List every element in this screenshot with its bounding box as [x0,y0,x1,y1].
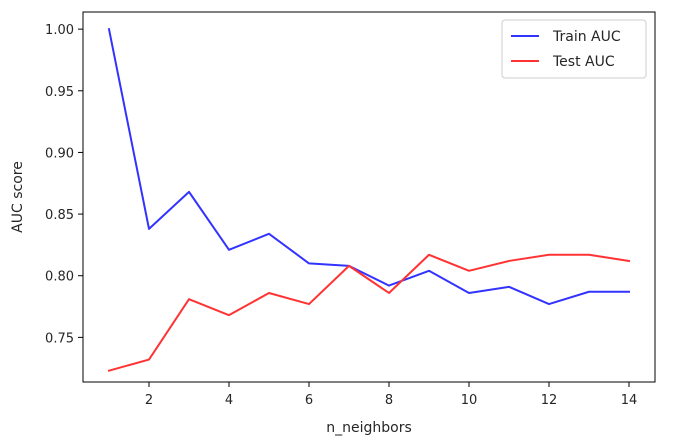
series-layer [107,27,631,372]
x-tick-label-4: 4 [225,393,233,408]
legend-box [501,19,647,79]
y-tick-label-0.90: 0.90 [45,146,74,161]
y-tick-label-1.00: 1.00 [45,23,74,38]
y-axis-ticks: 0.75 0.80 0.85 0.90 0.95 1.00 [45,23,83,346]
x-tick-label-12: 12 [541,393,558,408]
y-tick-label-0.75: 0.75 [45,331,74,346]
series-line-test-auc [107,253,631,372]
x-tick-label-10: 10 [461,393,478,408]
x-tick-label-14: 14 [621,393,638,408]
x-tick-label-6: 6 [305,393,313,408]
x-axis-label: n_neighbors [326,420,412,436]
y-tick-label-0.80: 0.80 [45,270,74,285]
legend-label-test: Test AUC [552,54,615,70]
x-tick-label-2: 2 [145,393,153,408]
y-tick-label-0.95: 0.95 [45,85,74,100]
series-line-train-auc [107,27,630,306]
legend-label-train: Train AUC [552,29,621,45]
x-tick-label-8: 8 [385,393,393,408]
y-tick-label-0.85: 0.85 [45,208,74,223]
x-axis-ticks: 2 4 6 8 10 12 14 [145,382,637,408]
y-axis-label: AUC score [10,161,26,233]
legend: Train AUC Test AUC [501,19,647,79]
plot-frame [82,11,656,383]
